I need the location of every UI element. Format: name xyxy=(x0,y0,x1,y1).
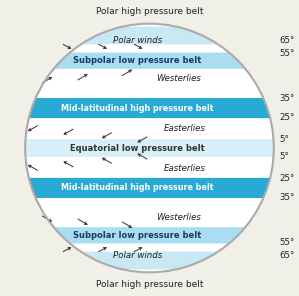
Text: 65°: 65° xyxy=(279,251,295,260)
Polygon shape xyxy=(29,178,270,198)
Text: 55°: 55° xyxy=(279,238,295,247)
Text: Westerlies: Westerlies xyxy=(157,213,202,222)
Polygon shape xyxy=(54,227,245,243)
Text: 5°: 5° xyxy=(279,135,289,144)
Text: Easterlies: Easterlies xyxy=(164,164,206,173)
Polygon shape xyxy=(81,27,218,44)
Polygon shape xyxy=(29,98,270,118)
Polygon shape xyxy=(81,252,218,269)
Text: Mid-latitudinal high pressure belt: Mid-latitudinal high pressure belt xyxy=(61,104,214,112)
Text: 25°: 25° xyxy=(279,174,295,183)
Text: 65°: 65° xyxy=(279,36,295,45)
Text: Equatorial low pressure belt: Equatorial low pressure belt xyxy=(70,144,205,152)
Circle shape xyxy=(25,24,274,272)
Text: Polar winds: Polar winds xyxy=(113,36,162,45)
Text: 25°: 25° xyxy=(279,113,295,122)
Text: Mid-latitudinal high pressure belt: Mid-latitudinal high pressure belt xyxy=(61,184,214,192)
Text: Subpolar low pressure belt: Subpolar low pressure belt xyxy=(74,231,202,240)
Text: Polar winds: Polar winds xyxy=(113,251,162,260)
Text: 35°: 35° xyxy=(279,94,295,103)
Text: 55°: 55° xyxy=(279,49,295,58)
Text: Polar high pressure belt: Polar high pressure belt xyxy=(96,281,203,289)
Polygon shape xyxy=(54,53,245,69)
Text: 5°: 5° xyxy=(279,152,289,161)
Text: 35°: 35° xyxy=(279,193,295,202)
Polygon shape xyxy=(26,139,274,157)
Text: Westerlies: Westerlies xyxy=(157,74,202,83)
Text: Easterlies: Easterlies xyxy=(164,124,206,133)
Text: Subpolar low pressure belt: Subpolar low pressure belt xyxy=(74,56,202,65)
Text: Polar high pressure belt: Polar high pressure belt xyxy=(96,7,203,16)
